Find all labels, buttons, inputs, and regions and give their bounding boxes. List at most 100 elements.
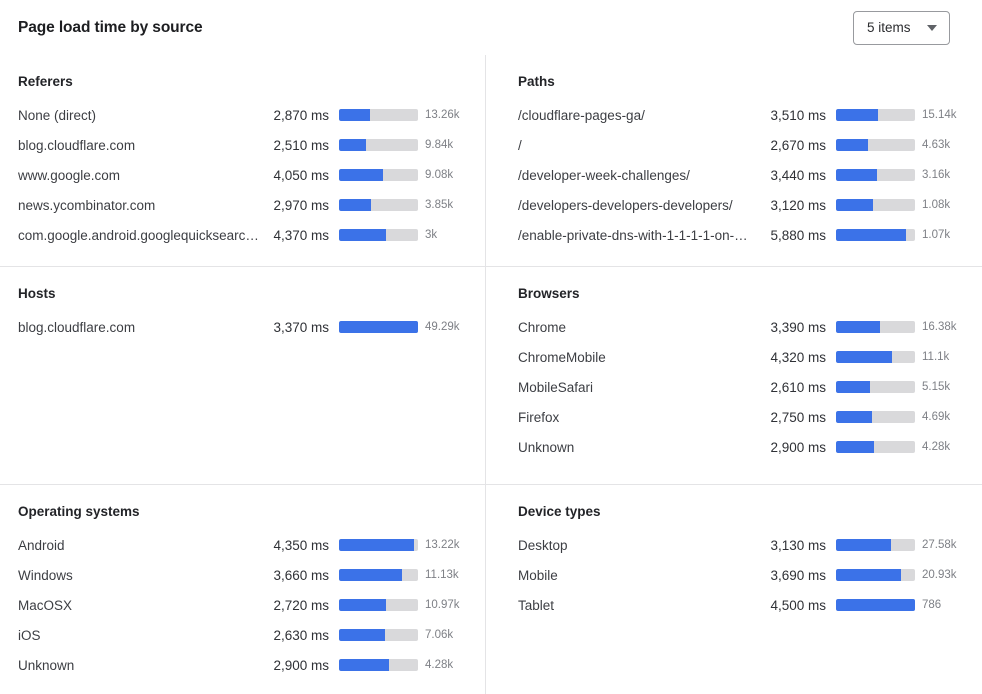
load-time-bar-track	[339, 169, 418, 181]
load-time-bar-track	[836, 441, 915, 453]
row-load-time: 2,870 ms	[273, 107, 329, 123]
load-time-bar-track	[339, 539, 418, 551]
row-request-count: 4.28k	[922, 441, 951, 453]
row-label: Mobile	[518, 567, 558, 583]
row-request-count: 15.14k	[922, 109, 957, 121]
load-time-bar-track	[339, 199, 418, 211]
panel-rows: Chrome 3,390 ms 16.38k ChromeMobile 4,320 ms…	[518, 312, 972, 462]
row-load-time: 4,320 ms	[770, 349, 826, 365]
row-load-time: 2,670 ms	[770, 137, 826, 153]
row-label: iOS	[18, 627, 41, 643]
load-time-bar-fill	[836, 199, 874, 211]
metric-row: Desktop 3,130 ms 27.58k	[518, 530, 972, 560]
items-count-select[interactable]: 5 items	[853, 10, 950, 45]
panel-rows: Desktop 3,130 ms 27.58k Mobile 3,690 ms 20.93…	[518, 530, 972, 620]
row-request-count: 5.15k	[922, 381, 951, 393]
load-time-bar-fill	[339, 539, 415, 551]
load-time-bar-fill	[339, 569, 403, 581]
load-time-bar-fill	[836, 351, 892, 363]
chevron-down-icon	[927, 25, 937, 31]
load-time-bar-track	[836, 199, 915, 211]
panel-browsers: Browsers Chrome 3,390 ms 16.38k ChromeMobil…	[486, 267, 982, 485]
row-label: Windows	[18, 567, 73, 583]
row-label: com.google.android.googlequicksearc…	[18, 227, 259, 243]
metric-row: Tablet 4,500 ms 786	[518, 590, 972, 620]
row-request-count: 13.26k	[425, 109, 460, 121]
page-title: Page load time by source	[18, 18, 203, 36]
panel-title: Referers	[18, 74, 73, 89]
row-load-time: 3,120 ms	[770, 197, 826, 213]
load-time-bar-track	[836, 321, 915, 333]
panel-device-types: Device types Desktop 3,130 ms 27.58k Mobile…	[486, 485, 982, 694]
row-request-count: 11.1k	[922, 351, 950, 363]
load-time-bar-track	[339, 139, 418, 151]
panel-title: Browsers	[518, 286, 580, 301]
row-label: Chrome	[518, 319, 567, 335]
row-request-count: 4.28k	[425, 659, 454, 671]
row-label: Android	[18, 537, 65, 553]
panel-title: Paths	[518, 74, 555, 89]
metric-row: Android 4,350 ms 13.22k	[18, 530, 475, 560]
row-request-count: 9.08k	[425, 169, 454, 181]
load-time-bar-fill	[836, 569, 901, 581]
row-request-count: 7.06k	[425, 629, 454, 641]
row-label: /cloudflare-pages-ga/	[518, 107, 645, 123]
load-time-bar-fill	[836, 169, 877, 181]
metric-row: /developers-developers-developers/3,120 …	[518, 190, 972, 220]
load-time-bar-fill	[836, 229, 906, 241]
panel-rows: Android 4,350 ms 13.22k Windows 3,660 ms 11.1…	[18, 530, 475, 680]
load-time-bar-track	[339, 629, 418, 641]
load-time-bar-fill	[836, 411, 872, 423]
row-label: /enable-private-dns-with-1-1-1-1-on-…	[518, 227, 748, 243]
row-load-time: 2,610 ms	[770, 379, 826, 395]
load-time-bar-track	[836, 569, 915, 581]
row-label: ChromeMobile	[518, 349, 606, 365]
row-load-time: 2,750 ms	[770, 409, 826, 425]
items-count-value: 5 items	[867, 20, 911, 35]
metric-row: /enable-private-dns-with-1-1-1-1-on-… 5,8…	[518, 220, 972, 250]
row-request-count: 1.08k	[922, 199, 951, 211]
row-request-count: 49.29k	[425, 321, 460, 333]
row-label: MacOSX	[18, 597, 73, 613]
load-time-bar-fill	[339, 321, 418, 333]
metric-row: / 2,670 ms 4.63k	[518, 130, 972, 160]
load-time-bar-track	[836, 139, 915, 151]
row-request-count: 786	[922, 599, 942, 611]
panel-paths: Paths /cloudflare-pages-ga/3,510 ms 15.14…	[486, 55, 982, 267]
metric-row: blog.cloudflare.com 2,510 ms 9.84k	[18, 130, 475, 160]
load-time-bar-fill	[339, 229, 387, 241]
load-time-bar-fill	[339, 599, 387, 611]
row-request-count: 4.63k	[922, 139, 951, 151]
row-request-count: 11.13k	[425, 569, 459, 581]
load-time-bar-track	[836, 109, 915, 121]
row-label: MobileSafari	[518, 379, 594, 395]
load-time-bar-fill	[836, 109, 878, 121]
panel-referers: Referers None (direct) 2,870 ms 13.26k blog…	[0, 55, 486, 267]
row-request-count: 4.69k	[922, 411, 951, 423]
metric-row: Mobile 3,690 ms 20.93k	[518, 560, 972, 590]
metric-row: /cloudflare-pages-ga/3,510 ms 15.14k	[518, 100, 972, 130]
metric-row: Windows 3,660 ms 11.13k	[18, 560, 475, 590]
row-load-time: 3,440 ms	[770, 167, 826, 183]
load-time-bar-track	[339, 229, 418, 241]
load-time-bar-track	[836, 381, 915, 393]
load-time-bar-track	[836, 169, 915, 181]
load-time-bar-fill	[339, 169, 383, 181]
load-time-bar-track	[339, 599, 418, 611]
row-load-time: 2,720 ms	[273, 597, 329, 613]
load-time-bar-fill	[836, 321, 880, 333]
panels-grid: Referers None (direct) 2,870 ms 13.26k blog…	[0, 55, 982, 694]
metric-row: www.google.com 4,050 ms 9.08k	[18, 160, 475, 190]
row-label: /developers-developers-developers/	[518, 197, 733, 213]
metric-row: /developer-week-challenges/3,440 ms 3.16k	[518, 160, 972, 190]
metric-row: news.ycombinator.com 2,970 ms 3.85k	[18, 190, 475, 220]
metric-row: Unknown 2,900 ms 4.28k	[18, 650, 475, 680]
row-label: /	[518, 137, 522, 153]
row-load-time: 3,660 ms	[273, 567, 329, 583]
load-time-bar-fill	[339, 629, 385, 641]
row-load-time: 3,130 ms	[770, 537, 826, 553]
row-label: None (direct)	[18, 107, 97, 123]
panel-rows: blog.cloudflare.com 3,370 ms 49.29k	[18, 312, 475, 342]
widget-header: Page load time by source 5 items	[0, 0, 982, 55]
